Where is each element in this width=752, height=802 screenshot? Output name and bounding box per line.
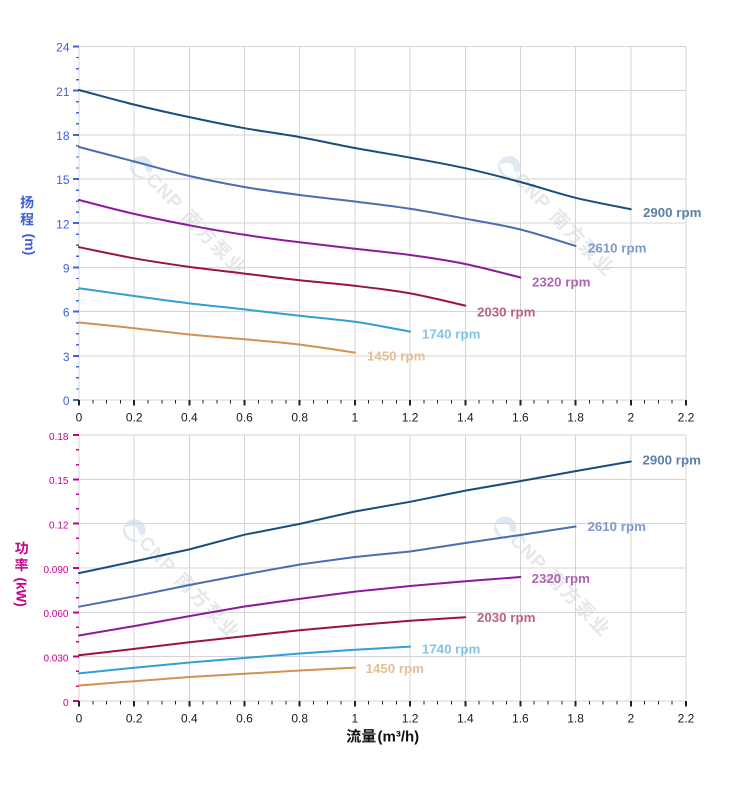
svg-text:0.6: 0.6	[236, 410, 253, 424]
svg-text:0: 0	[76, 410, 83, 424]
svg-text:0.4: 0.4	[181, 410, 198, 424]
svg-text:2030 rpm: 2030 rpm	[477, 610, 535, 625]
svg-text:2.2: 2.2	[678, 711, 695, 725]
svg-text:1.4: 1.4	[457, 410, 474, 424]
svg-text:2.2: 2.2	[678, 410, 695, 424]
svg-text:1740 rpm: 1740 rpm	[422, 327, 480, 342]
svg-text:(m³/h): (m³/h)	[378, 729, 420, 746]
svg-text:6: 6	[63, 306, 70, 320]
svg-text:2610 rpm: 2610 rpm	[588, 519, 646, 534]
svg-text:(kW): (kW)	[14, 578, 29, 607]
svg-text:12: 12	[56, 217, 70, 231]
svg-text:1740 rpm: 1740 rpm	[422, 642, 480, 657]
svg-text:0: 0	[76, 711, 83, 725]
svg-text:0.060: 0.060	[43, 609, 68, 620]
svg-text:2320 rpm: 2320 rpm	[532, 571, 590, 586]
svg-text:2900 rpm: 2900 rpm	[643, 453, 701, 468]
svg-text:1.2: 1.2	[402, 711, 419, 725]
svg-text:1.8: 1.8	[567, 410, 584, 424]
svg-text:2320 rpm: 2320 rpm	[532, 275, 590, 290]
svg-text:0.6: 0.6	[236, 711, 253, 725]
svg-text:3: 3	[63, 350, 70, 364]
svg-text:0.4: 0.4	[181, 711, 198, 725]
svg-text:21: 21	[56, 85, 70, 99]
svg-text:0: 0	[63, 394, 70, 408]
svg-text:0.8: 0.8	[291, 410, 308, 424]
svg-text:2030 rpm: 2030 rpm	[477, 305, 535, 320]
svg-text:0.18: 0.18	[49, 432, 69, 443]
svg-text:1.4: 1.4	[457, 711, 474, 725]
svg-text:0.030: 0.030	[43, 654, 68, 665]
svg-text:0.8: 0.8	[291, 711, 308, 725]
svg-text:1: 1	[352, 410, 359, 424]
svg-text:0.090: 0.090	[43, 565, 68, 576]
svg-text:24: 24	[56, 41, 70, 55]
svg-text:9: 9	[63, 262, 70, 276]
svg-text:1450 rpm: 1450 rpm	[367, 349, 425, 364]
svg-text:2610 rpm: 2610 rpm	[588, 241, 646, 256]
svg-text:1.2: 1.2	[402, 410, 419, 424]
svg-text:0.12: 0.12	[49, 521, 69, 532]
svg-text:(m): (m)	[22, 234, 38, 256]
svg-text:15: 15	[56, 173, 70, 187]
svg-text:1: 1	[352, 711, 359, 725]
svg-text:1.6: 1.6	[512, 711, 529, 725]
svg-text:0.2: 0.2	[126, 711, 143, 725]
svg-text:1450 rpm: 1450 rpm	[366, 661, 424, 676]
svg-text:18: 18	[56, 129, 70, 143]
svg-text:0.2: 0.2	[126, 410, 143, 424]
svg-text:1.8: 1.8	[567, 711, 584, 725]
svg-text:0: 0	[63, 698, 69, 709]
svg-text:2: 2	[627, 410, 634, 424]
svg-text:1.6: 1.6	[512, 410, 529, 424]
svg-text:2900 rpm: 2900 rpm	[643, 205, 701, 220]
svg-text:0.15: 0.15	[49, 476, 69, 487]
svg-text:2: 2	[627, 711, 634, 725]
